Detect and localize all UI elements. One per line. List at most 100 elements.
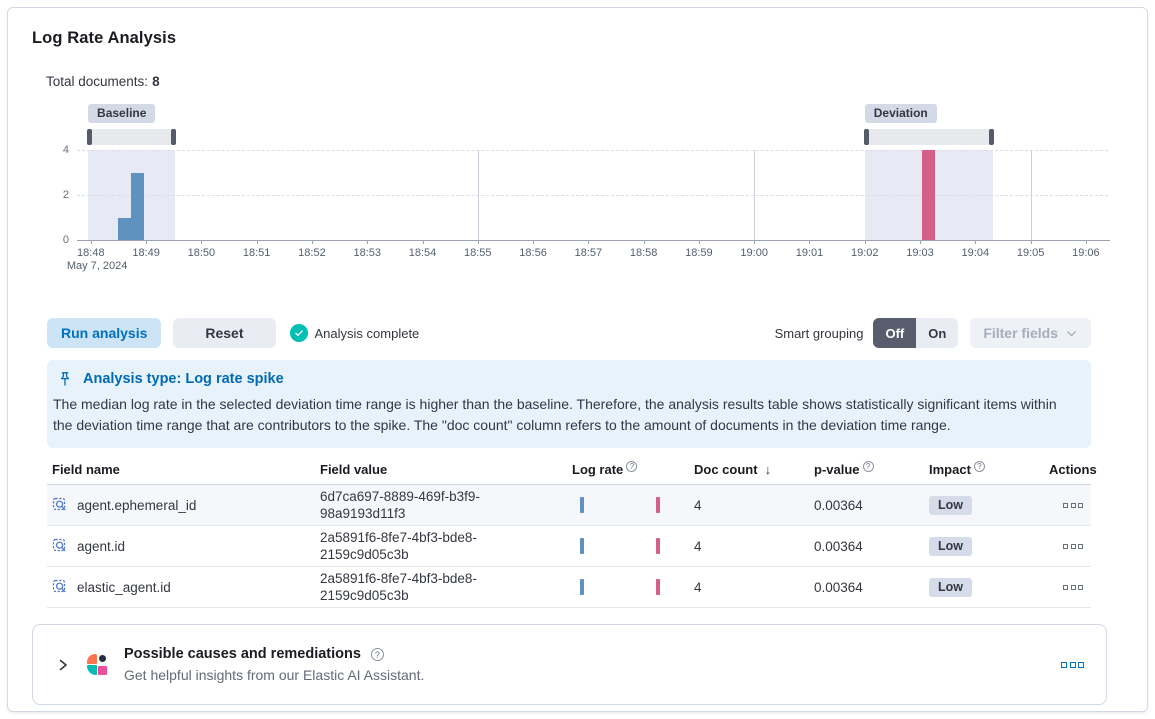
total-documents-label: Total documents: bbox=[46, 74, 149, 89]
x-axis-tick bbox=[864, 240, 866, 244]
doc-count-cell: 4 bbox=[694, 579, 702, 595]
possible-causes-title[interactable]: Possible causes and remediations bbox=[124, 646, 361, 662]
x-axis-tick bbox=[643, 240, 645, 244]
x-axis-label: 18:51 bbox=[242, 247, 271, 259]
x-axis-tick bbox=[1030, 240, 1032, 244]
total-documents: Total documents: 8 bbox=[46, 74, 1107, 89]
total-documents-value: 8 bbox=[152, 74, 160, 89]
x-axis-label: 18:53 bbox=[353, 247, 381, 259]
mini-deviation-bar bbox=[656, 538, 660, 554]
filter-fields-button[interactable]: Filter fields bbox=[970, 318, 1091, 348]
mini-baseline-bar bbox=[580, 579, 584, 595]
help-icon[interactable]: ? bbox=[370, 647, 384, 661]
v-gridline bbox=[477, 150, 479, 240]
brush-right-handle[interactable] bbox=[170, 129, 176, 145]
actions-cell bbox=[1044, 543, 1091, 549]
actions-cell bbox=[1044, 502, 1091, 508]
column-header-log-rate: Log rate? bbox=[567, 461, 689, 477]
v-gridline bbox=[754, 150, 756, 240]
brush-left-handle[interactable] bbox=[87, 129, 93, 145]
x-axis-tick bbox=[809, 240, 811, 244]
v-gridline bbox=[1030, 150, 1032, 240]
info-icon[interactable]: ? bbox=[862, 461, 874, 472]
brush-left-handle[interactable] bbox=[863, 129, 869, 145]
x-axis-tick bbox=[367, 240, 369, 244]
expand-accordion-button[interactable] bbox=[53, 655, 73, 675]
smart-grouping-off-button[interactable]: Off bbox=[873, 318, 917, 348]
field-value-cell: 2a5891f6-8fe7-4bf3-bde8-2159c9d05c3b bbox=[315, 529, 567, 563]
field-name-cell: elastic_agent.id bbox=[47, 579, 315, 595]
impact-badge: Low bbox=[929, 495, 972, 515]
field-search-icon[interactable] bbox=[52, 579, 68, 595]
rate-histogram[interactable]: 0 2 4 18:48 18:49 18:50 18:51 18:52 18:53 18:54 18… bbox=[32, 104, 1110, 274]
x-axis-tick bbox=[1085, 240, 1087, 244]
deviation-bar bbox=[921, 150, 935, 240]
field-name-cell: agent.ephemeral_id bbox=[47, 497, 315, 513]
doc-count-cell: 4 bbox=[694, 538, 702, 554]
results-table: Field name Field value Log rate? Doc cou… bbox=[47, 458, 1097, 608]
smart-grouping-toggle: Off On bbox=[873, 318, 959, 348]
impact-cell: Low bbox=[924, 577, 1044, 597]
impact-cell: Low bbox=[924, 495, 1044, 515]
run-analysis-button[interactable]: Run analysis bbox=[47, 318, 162, 348]
row-actions-button[interactable] bbox=[1063, 584, 1083, 590]
log-rate-cell bbox=[567, 495, 689, 515]
chevron-down-icon bbox=[1065, 327, 1078, 340]
field-name-value: agent.id bbox=[77, 538, 126, 554]
chevron-right-icon bbox=[55, 657, 71, 673]
info-icon[interactable]: ? bbox=[973, 461, 985, 472]
x-axis-label: 19:05 bbox=[1016, 247, 1045, 259]
column-header-field-name: Field name bbox=[52, 462, 120, 477]
column-header-impact: Impact? bbox=[924, 461, 1044, 477]
pin-icon bbox=[57, 371, 73, 387]
panel-actions-button[interactable] bbox=[1061, 661, 1084, 668]
table-row: agent.id 2a5891f6-8fe7-4bf3-bde8-2159c9d0… bbox=[47, 526, 1091, 567]
mini-deviation-bar bbox=[656, 579, 660, 595]
x-axis-label: 18:52 bbox=[298, 247, 326, 259]
toolbar: Run analysis Reset Analysis complete Sma… bbox=[47, 318, 1091, 348]
brush-right-handle[interactable] bbox=[988, 129, 994, 145]
y-axis-label: 2 bbox=[62, 189, 69, 201]
h-gridline bbox=[77, 195, 1108, 196]
x-axis-tick bbox=[588, 240, 590, 244]
x-axis-tick bbox=[920, 240, 922, 244]
sort-descending-icon: ↓ bbox=[764, 462, 772, 477]
x-axis-tick bbox=[422, 240, 424, 244]
deviation-brush[interactable] bbox=[863, 129, 994, 145]
analysis-status-label: Analysis complete bbox=[314, 325, 420, 341]
field-name-cell: agent.id bbox=[47, 538, 315, 554]
x-axis-date-label: May 7, 2024 bbox=[66, 260, 128, 272]
mini-baseline-bar bbox=[580, 538, 584, 554]
row-actions-button[interactable] bbox=[1063, 543, 1083, 549]
impact-badge: Low bbox=[929, 536, 972, 556]
page-title: Log Rate Analysis bbox=[32, 29, 177, 47]
smart-grouping-on-button[interactable]: On bbox=[928, 325, 947, 341]
baseline-brush[interactable] bbox=[87, 129, 176, 145]
log-rate-cell bbox=[567, 536, 689, 556]
results-table-body: agent.ephemeral_id 6d7ca697-8889-469f-b3f… bbox=[47, 485, 1091, 608]
x-axis-label: 18:57 bbox=[574, 247, 603, 259]
row-actions-button[interactable] bbox=[1063, 502, 1083, 508]
callout-title: Analysis type: Log rate spike bbox=[83, 371, 284, 387]
y-axis-label: 0 bbox=[62, 234, 69, 246]
field-search-icon[interactable] bbox=[52, 538, 68, 554]
field-search-icon[interactable] bbox=[52, 497, 68, 513]
reset-button[interactable]: Reset bbox=[173, 318, 276, 348]
x-axis-label: 18:59 bbox=[685, 247, 713, 259]
x-axis-label: 19:02 bbox=[850, 247, 879, 259]
x-axis-tick bbox=[698, 240, 700, 244]
x-axis-label: 18:55 bbox=[464, 247, 492, 259]
table-row: agent.ephemeral_id 6d7ca697-8889-469f-b3f… bbox=[47, 485, 1091, 526]
info-icon[interactable]: ? bbox=[626, 461, 638, 472]
log-rate-mini-chart bbox=[572, 577, 672, 597]
mini-baseline-bar bbox=[580, 497, 584, 513]
x-axis-tick bbox=[477, 240, 479, 244]
x-axis-label: 18:49 bbox=[132, 247, 160, 259]
field-value-text: 2a5891f6-8fe7-4bf3-bde8-2159c9d05c3b bbox=[320, 530, 477, 562]
column-header-field-value: Field value bbox=[320, 462, 388, 477]
column-header-doc-count[interactable]: Doc count ↓ bbox=[694, 462, 772, 477]
x-axis-label: 19:03 bbox=[906, 247, 934, 259]
analysis-status: Analysis complete bbox=[289, 324, 420, 342]
field-value-cell: 6d7ca697-8889-469f-b3f9-98a9193d11f3 bbox=[315, 488, 567, 522]
smart-grouping-label: Smart grouping bbox=[774, 325, 864, 341]
